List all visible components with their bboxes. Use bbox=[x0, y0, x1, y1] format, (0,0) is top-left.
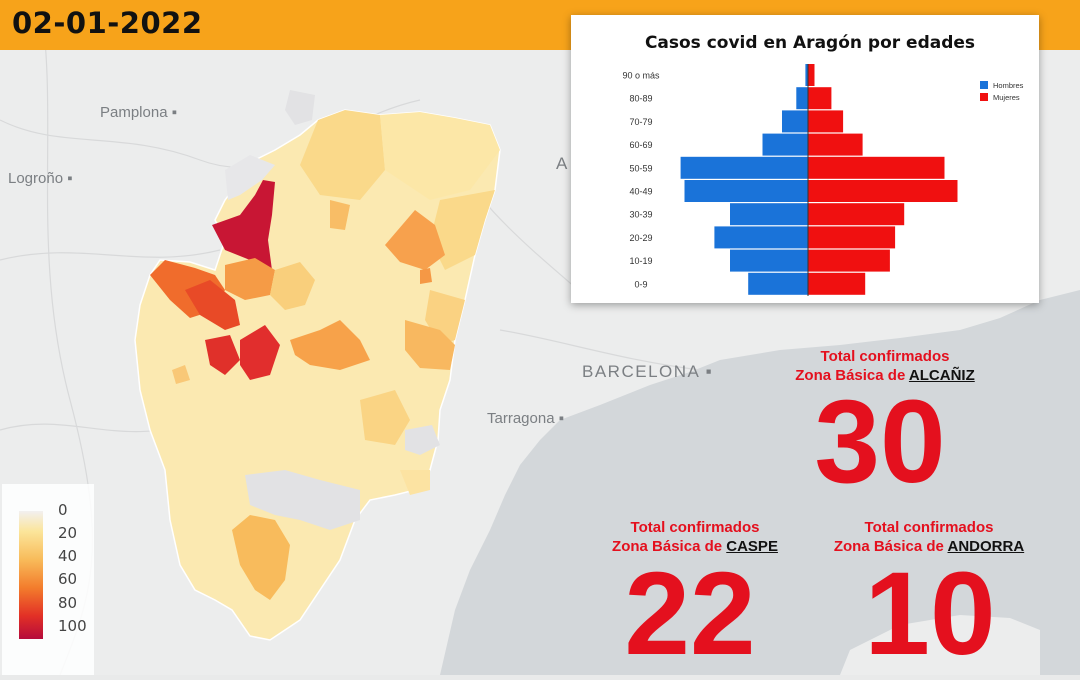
bar-mujeres-80-89 bbox=[808, 87, 832, 110]
bar-hombres-10-19 bbox=[730, 249, 808, 272]
bar-mujeres-60-69 bbox=[808, 133, 863, 156]
stat-value-andorra: 10 bbox=[864, 548, 996, 680]
stat-zone-prefix: Zona Básica de bbox=[612, 538, 723, 555]
city-label-pamplona: Pamplona ▪ bbox=[100, 104, 178, 121]
stat-title: Total confirmados bbox=[820, 348, 950, 365]
stat-zone-place: ALCAÑIZ bbox=[908, 367, 975, 384]
legend-tick: 20 bbox=[58, 524, 78, 542]
bar-hombres-50-59 bbox=[680, 156, 808, 179]
bar-hombres-30-39 bbox=[730, 203, 808, 226]
category-label: 20-29 bbox=[629, 233, 652, 243]
chart-title: Casos covid en Aragón por edades bbox=[644, 33, 976, 53]
legend-tick: 100 bbox=[58, 617, 87, 635]
legend-tick: 40 bbox=[58, 547, 78, 565]
stat-label-alcaniz: Total confirmados Zona Básica de ALCAÑIZ bbox=[770, 347, 1000, 385]
city-label-barcelona: BARCELONA ▪ bbox=[582, 362, 714, 381]
legend-label-mujeres: Mujeres bbox=[993, 93, 1020, 102]
city-name: BARCELONA bbox=[582, 362, 700, 381]
stat-zone-prefix: Zona Básica de bbox=[795, 367, 906, 384]
color-legend: 0 20 40 60 80 100 bbox=[2, 484, 94, 675]
bar-mujeres-70-79 bbox=[808, 110, 844, 133]
stat-zone-place: CASPE bbox=[726, 538, 778, 555]
city-name: Pamplona bbox=[100, 104, 168, 121]
bar-mujeres-0-9 bbox=[808, 272, 866, 295]
stat-zone: Zona Básica de CASPE bbox=[580, 537, 810, 556]
stat-title: Total confirmados bbox=[630, 519, 760, 536]
island-area bbox=[840, 615, 1040, 675]
bar-mujeres-40-49 bbox=[808, 180, 958, 202]
bar-hombres-80-89 bbox=[796, 87, 808, 110]
legend-tick: 60 bbox=[58, 570, 78, 588]
stat-label-caspe: Total confirmados Zona Básica de CASPE bbox=[580, 518, 810, 556]
bar-mujeres-20-29 bbox=[808, 226, 896, 249]
bar-mujeres-30-39 bbox=[808, 203, 905, 226]
stat-value-caspe: 22 bbox=[624, 548, 756, 680]
category-label: 40-49 bbox=[629, 187, 652, 197]
date-text: 02-01-2022 bbox=[12, 6, 203, 40]
category-label: 30-39 bbox=[629, 210, 652, 220]
category-label: 80-89 bbox=[629, 94, 652, 104]
choropleth-regions bbox=[150, 90, 500, 600]
bar-mujeres-50-59 bbox=[808, 156, 945, 179]
bar-mujeres-10-19 bbox=[808, 249, 890, 272]
bar-hombres-70-79 bbox=[782, 110, 808, 133]
stat-title: Total confirmados bbox=[864, 519, 994, 536]
bar-hombres-0-9 bbox=[748, 272, 808, 295]
category-label: 60-69 bbox=[629, 140, 652, 150]
stat-zone: Zona Básica de ANDORRA bbox=[814, 537, 1044, 556]
city-name: Logroño bbox=[8, 170, 64, 187]
bar-mujeres-90-o-más bbox=[808, 64, 815, 86]
age-pyramid-chart: Casos covid en Aragón por edades 90 o má… bbox=[571, 15, 1039, 303]
legend-gradient-bar bbox=[19, 511, 43, 639]
city-label-logrono: Logroño ▪ bbox=[8, 170, 73, 187]
city-label-partial: A bbox=[556, 154, 569, 173]
legend-tick: 0 bbox=[58, 501, 68, 519]
stat-label-andorra: Total confirmados Zona Básica de ANDORRA bbox=[814, 518, 1044, 556]
bar-hombres-20-29 bbox=[714, 226, 808, 249]
stat-zone: Zona Básica de ALCAÑIZ bbox=[770, 366, 1000, 385]
stat-zone-place: ANDORRA bbox=[947, 538, 1025, 555]
sea-area bbox=[440, 290, 1080, 675]
legend-label-hombres: Hombres bbox=[993, 81, 1024, 90]
legend-swatch-mujeres bbox=[980, 93, 988, 101]
legend-swatch-hombres bbox=[980, 81, 988, 89]
legend-tick: 80 bbox=[58, 594, 78, 612]
category-label: 70-79 bbox=[629, 117, 652, 127]
stat-value-alcaniz: 30 bbox=[814, 376, 946, 508]
bar-hombres-40-49 bbox=[684, 180, 808, 202]
stat-zone-prefix: Zona Básica de bbox=[833, 538, 944, 555]
category-label: 10-19 bbox=[629, 256, 652, 266]
category-label: 90 o más bbox=[622, 71, 660, 81]
bar-hombres-90-o-más bbox=[805, 64, 808, 86]
city-label-tarragona: Tarragona ▪ bbox=[487, 410, 565, 427]
city-name: Tarragona bbox=[487, 410, 555, 427]
bar-hombres-60-69 bbox=[762, 133, 808, 156]
category-label: 0-9 bbox=[634, 279, 647, 289]
category-label: 50-59 bbox=[629, 163, 652, 173]
pyramid-svg: 90 o más 80-89 70-79 60-69 50-59 40-49 30-39 20… bbox=[622, 64, 1024, 296]
